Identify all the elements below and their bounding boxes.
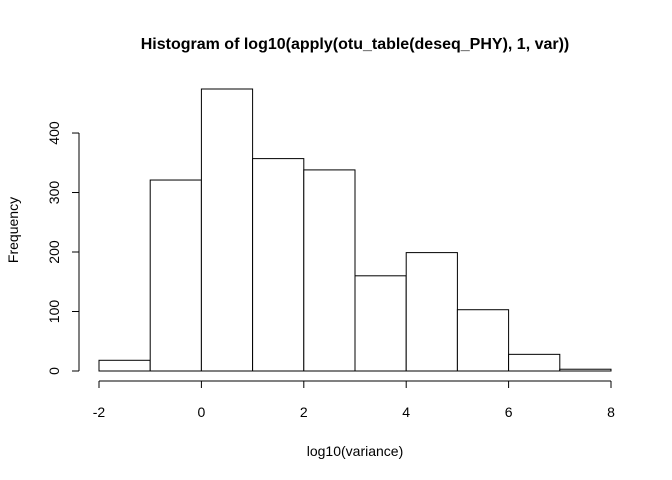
y-axis-tick-label: 400 (46, 121, 62, 145)
histogram-bars (98, 88, 612, 372)
histogram-bar (508, 353, 561, 372)
histogram-bar (405, 252, 458, 372)
chart-title: Histogram of log10(apply(otu_table(deseq… (141, 36, 570, 53)
y-axis-tick-label: 100 (46, 300, 62, 324)
histogram-bar (98, 359, 151, 372)
histogram-bar (200, 88, 254, 372)
x-axis-label: log10(variance) (307, 443, 404, 459)
y-axis-tick-label: 300 (46, 181, 62, 205)
x-axis-tick-label: 2 (300, 404, 308, 420)
x-axis-tick-label: 6 (505, 404, 513, 420)
y-axis-label: Frequency (5, 197, 21, 263)
histogram-bar (456, 309, 510, 372)
histogram-bar (559, 368, 612, 372)
x-axis-tick-label: -2 (93, 404, 106, 420)
histogram-bar (303, 169, 356, 372)
x-axis: -2 0 2 4 6 8 (93, 380, 615, 420)
y-axis-tick-label: 200 (46, 240, 62, 264)
x-axis-tick-label: 0 (198, 404, 206, 420)
y-axis: 0 100 200 300 400 (46, 121, 80, 375)
x-axis-tick-label: 4 (402, 404, 410, 420)
y-axis-tick-label: 0 (46, 367, 62, 375)
histogram-bar (354, 275, 407, 372)
histogram-bar (149, 179, 202, 372)
x-axis-tick-label: 8 (607, 404, 615, 420)
histogram-bar (252, 158, 305, 372)
